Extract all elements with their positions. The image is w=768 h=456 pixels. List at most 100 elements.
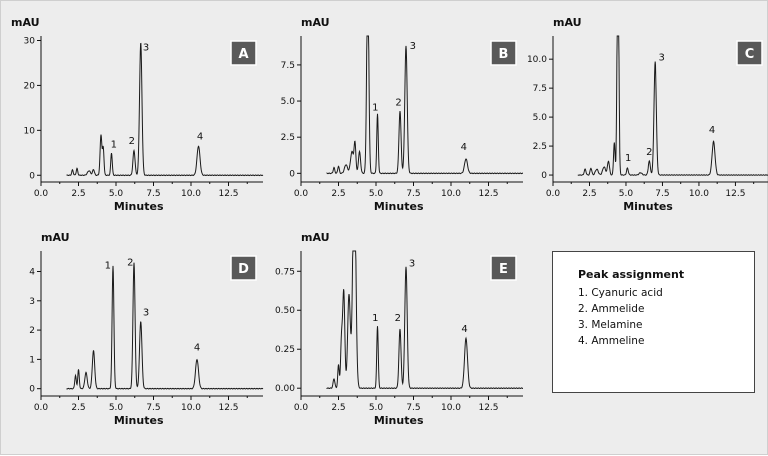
- peak-label-4: 4: [709, 125, 715, 136]
- panel-badge: [490, 40, 517, 66]
- x-tick-label: 2.5: [331, 189, 345, 199]
- peak-label-1: 1: [372, 313, 378, 324]
- y-tick-label: 30: [24, 36, 36, 46]
- peak-label-2: 2: [646, 147, 652, 158]
- panel-badge-letter: A: [238, 47, 248, 62]
- y-unit-label: mAU: [11, 16, 40, 29]
- x-tick-label: 10.0: [441, 189, 461, 199]
- peak-label-4: 4: [461, 324, 467, 335]
- peak-label-4: 4: [194, 343, 200, 354]
- x-tick-label: 0.0: [34, 189, 49, 199]
- peak-label-3: 3: [410, 41, 416, 52]
- peak-label-2: 2: [395, 313, 401, 324]
- x-tick-label: 12.5: [218, 403, 238, 413]
- legend-item-4: 4. Ammeline: [578, 335, 645, 347]
- x-axis-label: Minutes: [374, 414, 424, 427]
- y-tick-label: 20: [24, 81, 36, 91]
- peak-label-1: 1: [625, 153, 631, 164]
- panel-badge-letter: B: [499, 47, 509, 62]
- y-tick-label: 2.5: [281, 133, 295, 143]
- peak-label-1: 1: [111, 139, 117, 150]
- x-tick-label: 12.5: [478, 189, 498, 199]
- y-tick-label: 10.0: [527, 55, 547, 65]
- y-tick-label: 7.5: [533, 84, 547, 94]
- peak-label-2: 2: [129, 136, 135, 147]
- y-tick-label: 0: [541, 171, 547, 181]
- y-tick-label: 0.50: [275, 306, 295, 316]
- peak-label-4: 4: [461, 142, 467, 153]
- x-tick-label: 0.0: [546, 189, 561, 199]
- panel-e: mAU 0.0 2.5 5.0 7.5 10.0 12.5 0.00 0.25 0.50 0.75 M…: [275, 231, 523, 427]
- peak-assignment-legend: Peak assignment 1. Cyanuric acid 2. Amme…: [552, 251, 755, 393]
- x-tick-label: 5.0: [619, 189, 634, 199]
- panel-a: mAU 0.0 2.5 5.0 7.5 10.0 12.5 0 10 20 30 Minutes 1 2 3…: [11, 16, 264, 213]
- x-tick-label: 2.5: [71, 189, 85, 199]
- x-tick-label: 2.5: [331, 403, 345, 413]
- y-tick-label: 10: [24, 126, 36, 136]
- x-tick-label: 5.0: [109, 403, 124, 413]
- x-axis-label: Minutes: [114, 200, 164, 213]
- y-unit-label: mAU: [301, 16, 330, 29]
- x-tick-label: 5.0: [369, 189, 384, 199]
- chromatogram-trace: [66, 262, 264, 390]
- x-axis-label: Minutes: [623, 200, 673, 213]
- panel-c: mAU 0.0 2.5 5.0 7.5 10.0 12.5 0 2.5 5.0 7.5 10.0 Min…: [527, 16, 768, 213]
- x-tick-label: 2.5: [71, 403, 85, 413]
- x-axis-label: Minutes: [114, 414, 164, 427]
- y-unit-label: mAU: [301, 231, 330, 244]
- y-tick-label: 0: [29, 171, 35, 181]
- x-tick-label: 7.5: [146, 403, 160, 413]
- panel-badge-letter: D: [238, 262, 249, 277]
- y-tick-label: 5.0: [533, 113, 548, 123]
- legend-title: Peak assignment: [578, 268, 685, 281]
- x-tick-label: 7.5: [406, 189, 420, 199]
- chromatogram-trace: [326, 35, 523, 175]
- y-tick-label: 7.5: [281, 61, 295, 71]
- peak-label-2: 2: [395, 97, 401, 108]
- y-tick-label: 0: [289, 169, 295, 179]
- x-tick-label: 7.5: [406, 403, 420, 413]
- x-tick-label: 12.5: [478, 403, 498, 413]
- x-tick-label: 12.5: [218, 189, 238, 199]
- x-tick-label: 10.0: [181, 189, 201, 199]
- x-tick-label: 10.0: [181, 403, 201, 413]
- panel-badge: [736, 40, 763, 66]
- x-tick-label: 10.0: [689, 189, 709, 199]
- chromatogram-trace: [326, 250, 523, 390]
- x-tick-label: 7.5: [146, 189, 160, 199]
- y-tick-label: 1: [29, 355, 35, 365]
- panel-badge: [230, 255, 257, 281]
- peak-label-3: 3: [659, 52, 665, 63]
- x-tick-label: 2.5: [582, 189, 596, 199]
- legend-item-1: 1. Cyanuric acid: [578, 287, 663, 299]
- y-tick-label: 0.00: [275, 384, 295, 394]
- peak-label-3: 3: [143, 307, 149, 318]
- legend-item-2: 2. Ammelide: [578, 303, 645, 315]
- y-tick-label: 2.5: [533, 142, 547, 152]
- y-tick-label: 0.25: [275, 345, 295, 355]
- x-tick-label: 7.5: [655, 189, 669, 199]
- x-tick-label: 0.0: [294, 189, 309, 199]
- x-tick-label: 0.0: [294, 403, 309, 413]
- peak-label-2: 2: [127, 258, 133, 269]
- x-axis-label: Minutes: [374, 200, 424, 213]
- chromatogram-trace: [66, 42, 264, 177]
- y-tick-label: 3: [29, 297, 35, 307]
- panel-badge: [230, 40, 257, 66]
- peak-label-1: 1: [372, 102, 378, 113]
- legend-item-3: 3. Melamine: [578, 319, 643, 331]
- y-unit-label: mAU: [41, 231, 70, 244]
- x-tick-label: 5.0: [369, 403, 384, 413]
- x-tick-label: 10.0: [441, 403, 461, 413]
- y-unit-label: mAU: [553, 16, 582, 29]
- panel-badge-letter: E: [499, 262, 508, 277]
- y-tick-label: 2: [29, 326, 35, 336]
- peak-label-3: 3: [143, 42, 149, 53]
- peak-label-4: 4: [197, 131, 203, 142]
- chromatogram-trace: [577, 35, 768, 176]
- y-tick-label: 0: [29, 385, 35, 395]
- peak-label-1: 1: [105, 261, 111, 272]
